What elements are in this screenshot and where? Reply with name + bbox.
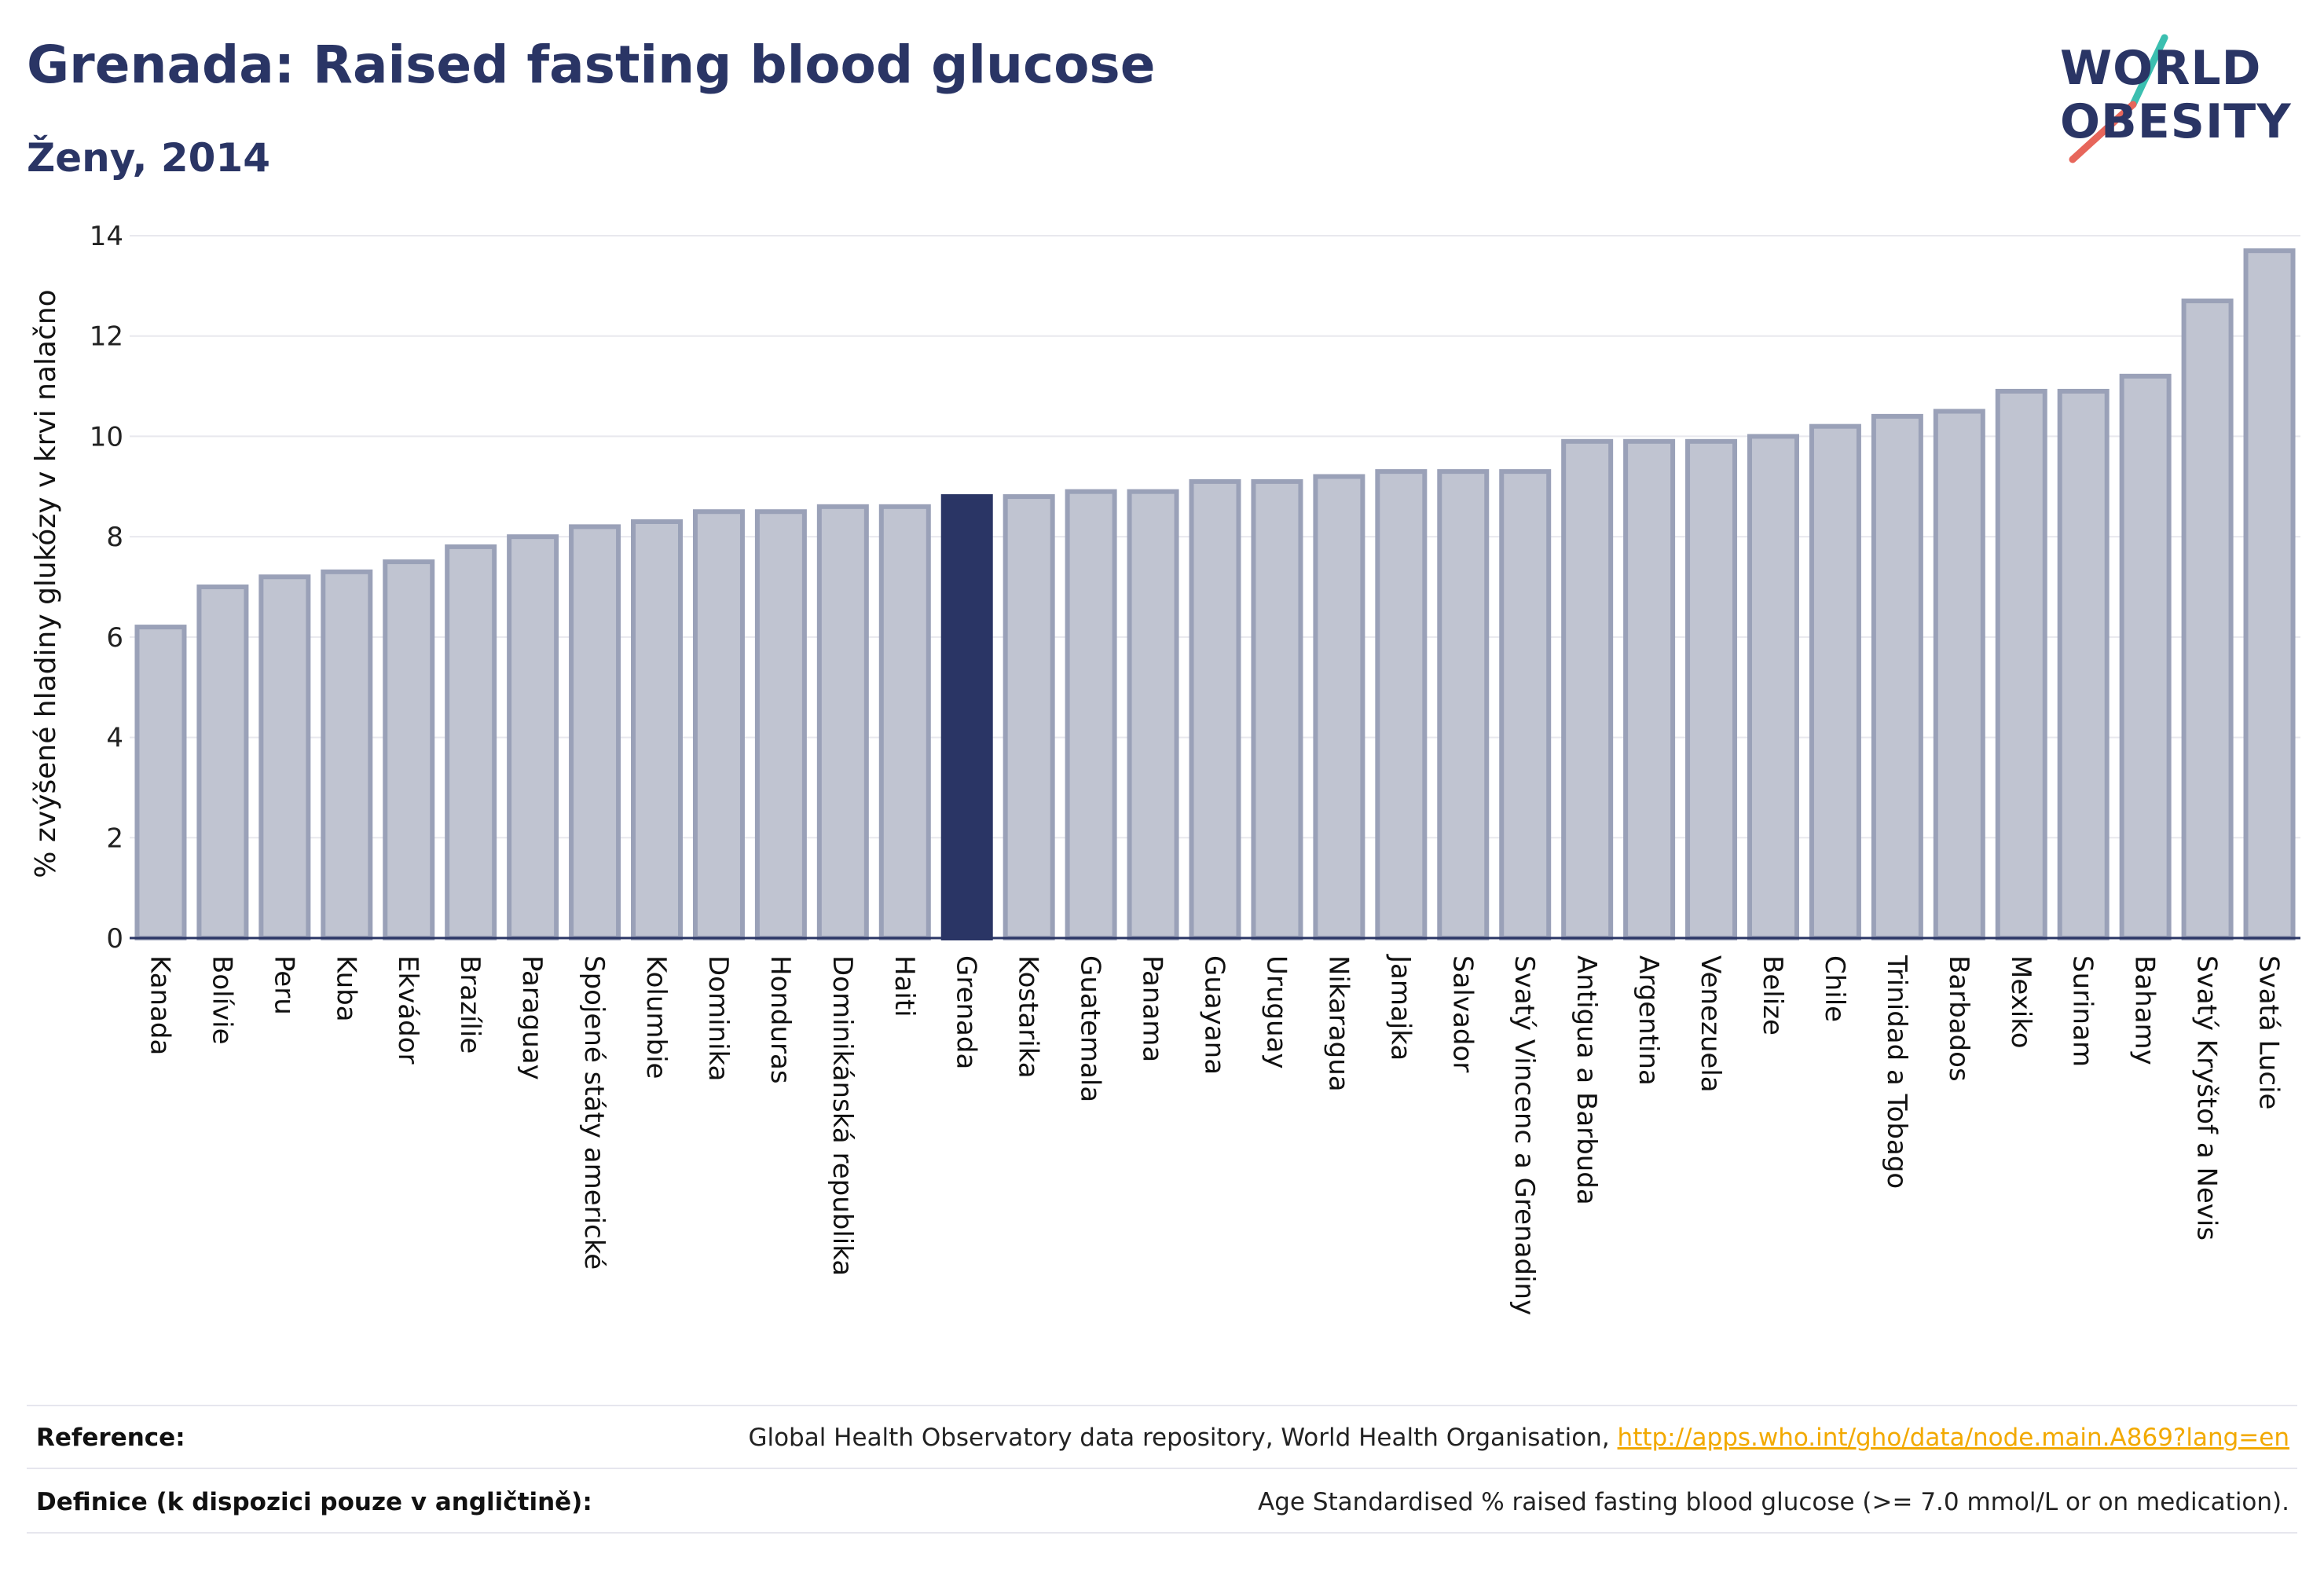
bar-chart: 0 2 4 6 8 10 12 14 % zvýšené hladiny glukózy v k… [30,221,2300,1315]
x-tick-label: Ekvádor [392,955,423,1065]
bar [1251,478,1303,940]
x-tick-label: Jamajka [1384,954,1416,1061]
x-tick-label: Svatý Kryštof a Nevis [2191,955,2223,1241]
x-tick-label: Salvador [1446,955,1478,1072]
bar [940,494,993,940]
x-tick-label: Barbados [1943,955,1974,1082]
x-tick-label: Guatemala [1075,955,1106,1102]
bar [134,625,187,940]
bar [816,504,869,940]
x-tick-label: Kuba [330,955,361,1022]
x-tick-label: Chile [1819,955,1850,1022]
x-tick-label: Brazílie [454,955,486,1054]
bar [631,519,684,940]
bar [1995,388,2047,940]
definition-text: Age Standardised % raised fasting blood … [1258,1488,2289,1516]
x-tick-label: Venezuela [1695,955,1726,1093]
x-tick-label: Trinidad a Tobago [1881,955,1912,1189]
bar [507,534,559,941]
y-tick-label: 6 [106,622,123,654]
bar [1871,413,1923,940]
reference-link[interactable]: http://apps.who.int/gho/data/node.main.A… [1617,1424,2289,1452]
bar [258,574,311,940]
x-tick-label: Belize [1757,955,1788,1035]
x-tick-label: Bolívie [206,955,237,1045]
x-tick-label: Peru [268,955,299,1015]
bar [692,509,745,940]
x-tick-label: Spojené státy americké [578,955,610,1270]
footer-divider [27,1532,2297,1534]
y-tick-label: 0 [106,923,123,955]
bar [383,559,435,940]
bar [1685,438,1738,940]
bar [196,585,249,940]
bar [321,569,373,940]
logo-slash-icon [2069,34,2168,163]
x-tick-label: Haiti [889,955,920,1017]
world-obesity-logo: WORLD OBESITY [2051,22,2310,171]
x-tick-label: Uruguay [1260,955,1292,1069]
y-tick-label: 14 [90,221,123,252]
bar [1933,409,1985,940]
y-tick-label: 10 [90,421,123,453]
bar [2057,388,2110,940]
bar [1499,469,1552,940]
definition-label: Definice (k dispozici pouze v angličtině… [36,1488,592,1516]
bar [1623,438,1676,940]
x-tick-label: Surinam [2067,955,2099,1067]
bar [2181,299,2234,940]
bar [1561,438,1614,940]
x-tick-label: Paraguay [516,955,548,1080]
bar [2243,248,2296,940]
x-tick-label: Mexiko [2005,955,2036,1049]
bar [569,524,621,940]
chart-title: Grenada: Raised fasting blood glucose [27,35,1156,95]
x-tick-label: Bahamy [2129,955,2161,1065]
reference-label: Reference: [36,1424,185,1452]
x-tick-label: Nikaragua [1322,955,1354,1092]
x-tick-label: Kolumbie [640,955,672,1079]
bar [1003,494,1055,940]
reference-text: Global Health Observatory data repositor… [748,1424,2289,1452]
reference-source: Global Health Observatory data repositor… [748,1424,1618,1452]
x-tick-label: Antigua a Barbuda [1571,955,1602,1205]
y-tick-label: 4 [106,723,123,754]
bar [1313,474,1365,940]
bar [1189,478,1241,940]
bar [1747,434,1799,940]
bar [878,504,931,940]
footer-divider [27,1468,2297,1469]
logo-text-obesity: OBESITY [2060,94,2292,149]
y-tick-label: 8 [106,522,123,553]
x-tick-label: Kostarika [1013,955,1044,1079]
logo-text-world: WORLD [2060,41,2262,96]
x-tick-label: Grenada [951,955,982,1069]
bar [1375,469,1428,940]
y-tick-label: 2 [106,823,123,854]
bar [1437,469,1490,940]
x-tick-label: Svatá Lucie [2253,955,2285,1109]
footer-divider [27,1405,2297,1406]
bar [1127,489,1179,940]
bar [754,509,807,940]
chart-subtitle: Ženy, 2014 [27,135,271,181]
bar [1065,489,1117,940]
x-tick-label: Dominikánská republika [827,955,858,1276]
x-tick-label: Svatý Vincenc a Grenadiny [1508,955,1540,1315]
x-tick-label: Dominika [702,955,734,1081]
y-axis-label: % zvýšené hladiny glukózy v krvi nalačno [30,289,62,878]
y-tick-label: 12 [90,321,123,353]
x-tick-label: Honduras [764,955,796,1084]
x-tick-label: Panama [1137,955,1168,1062]
bar [2119,373,2172,940]
bar [445,544,497,941]
x-tick-label: Argentina [1633,955,1664,1086]
x-tick-label: Guayana [1199,955,1230,1075]
x-tick-label: Kanada [144,955,175,1055]
bar [1809,423,1861,940]
